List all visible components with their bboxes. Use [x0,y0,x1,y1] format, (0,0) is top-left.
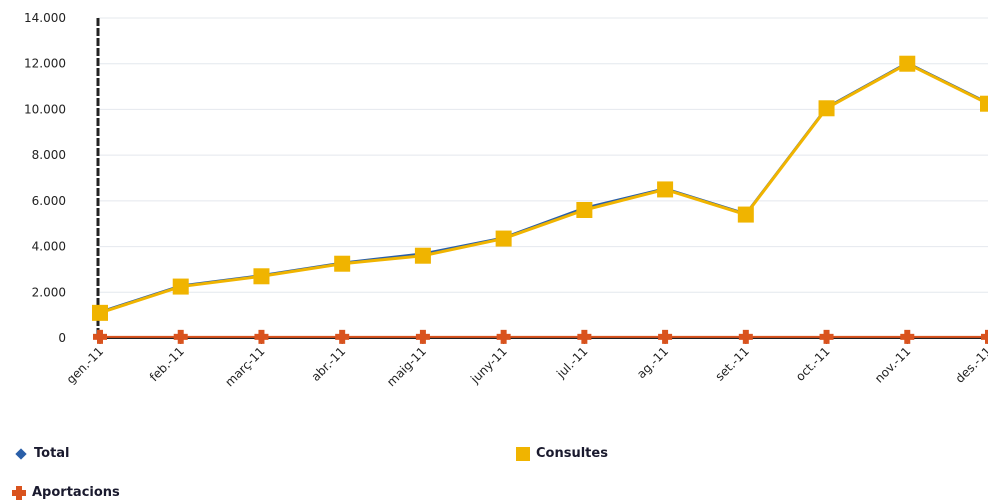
data-point[interactable] [819,329,834,344]
x-tick-label: juny-11 [467,344,509,386]
y-tick-label: 10.000 [24,102,66,116]
y-tick-label: 4.000 [32,240,66,254]
y-tick-label: 12.000 [24,57,66,71]
x-tick-label: abr.-11 [309,344,349,384]
data-point[interactable] [658,329,673,344]
series-group [92,55,988,344]
x-tick-label: gen.-11 [64,344,106,386]
legend-label-consultes: Consultes [536,446,608,461]
data-point[interactable] [414,247,431,264]
plus-icon [12,485,26,500]
data-point[interactable] [253,268,270,285]
data-point[interactable] [496,329,511,344]
legend-item-total[interactable]: Total [14,446,70,461]
x-axis-ticks: gen.-11 feb.-11 març-11 abr.-11 maig-11 juny-… [64,338,988,389]
x-tick-label: des.-11 [953,344,988,385]
data-point[interactable] [172,278,189,295]
x-tick-label: oct.-11 [793,344,833,384]
data-point[interactable] [173,329,188,344]
legend-item-consultes[interactable]: Consultes [516,446,608,461]
data-point[interactable] [576,202,593,218]
y-axis-ticks: 0 2.000 4.000 6.000 8.000 10.000 12.000 14.000 [24,11,66,345]
x-tick-label: maig-11 [384,344,429,389]
data-point[interactable] [981,329,988,344]
legend-item-aportacions[interactable]: Aportacions [12,485,120,500]
square-icon [516,446,530,461]
data-point[interactable] [334,255,351,272]
x-tick-label: març-11 [222,344,267,389]
data-point[interactable] [93,329,107,344]
y-tick-label: 14.000 [24,11,66,25]
data-point[interactable] [980,95,988,112]
data-point[interactable] [495,230,512,247]
data-point[interactable] [818,100,835,117]
y-tick-label: 2.000 [32,285,66,299]
data-point[interactable] [254,329,269,344]
legend-label-aportacions: Aportacions [32,485,120,500]
y-tick-label: 6.000 [32,194,66,208]
data-point[interactable] [415,329,430,344]
legend-label-total: Total [34,446,70,461]
x-tick-label: ag.-11 [634,344,671,381]
x-tick-label: set.-11 [713,344,752,383]
diamond-icon [15,447,27,460]
data-point[interactable] [899,55,916,72]
x-tick-label: nov.-11 [872,344,913,385]
data-point[interactable] [737,206,754,223]
x-tick-label: jul.-11 [553,344,590,381]
y-tick-label: 8.000 [32,148,66,162]
data-point[interactable] [900,329,915,344]
data-point[interactable] [738,329,753,344]
data-point[interactable] [92,304,108,321]
y-tick-label: 0 [58,331,66,345]
x-tick-label: feb.-11 [147,344,187,384]
data-point[interactable] [577,329,592,344]
series-line-consultes [99,62,988,315]
data-point[interactable] [335,329,350,344]
series-line-total [99,61,988,313]
grid-lines [98,17,988,293]
data-point[interactable] [657,181,674,198]
